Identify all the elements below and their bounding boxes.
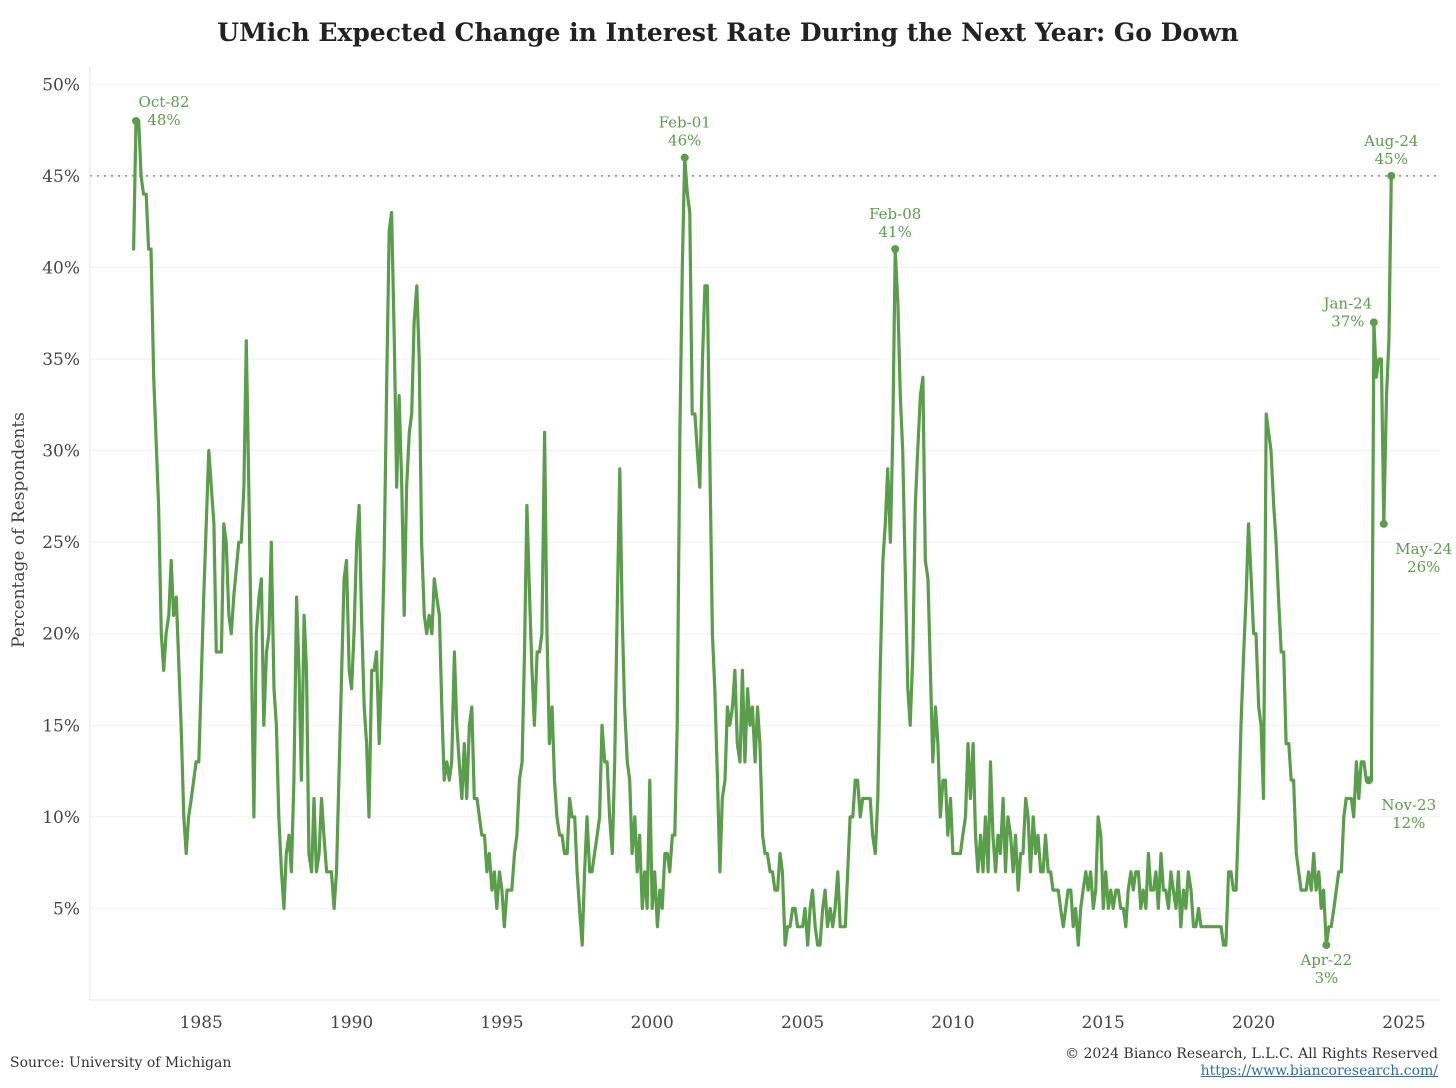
- website-link[interactable]: https://www.biancoresearch.com/: [1200, 1063, 1438, 1079]
- annotation-value: 26%: [1407, 558, 1440, 576]
- annotation-date: May-24: [1395, 540, 1452, 558]
- y-tick-label: 5%: [53, 899, 80, 919]
- series-line: [132, 119, 1393, 947]
- annotation-point: [1387, 171, 1396, 180]
- y-tick-label: 50%: [42, 75, 80, 95]
- annotation-value: 3%: [1314, 969, 1338, 987]
- annotation-point: [1364, 776, 1373, 785]
- annotation-point: [132, 116, 141, 125]
- y-tick-label: 35%: [42, 350, 80, 370]
- data-series: [132, 119, 1393, 947]
- copyright-note: © 2024 Bianco Research, L.L.C. All Right…: [1065, 1046, 1438, 1062]
- annotation-date: Aug-24: [1363, 132, 1418, 150]
- annotation-point: [1369, 318, 1378, 327]
- annotation-date: Jan-24: [1321, 294, 1372, 312]
- x-tick-label: 2000: [631, 1013, 674, 1033]
- annotation-date: Oct-82: [139, 93, 190, 111]
- annotation-value: 48%: [147, 111, 180, 129]
- x-tick-label: 2020: [1232, 1013, 1275, 1033]
- chart-title: UMich Expected Change in Interest Rate D…: [217, 18, 1239, 47]
- annotation-point: [1379, 519, 1388, 528]
- x-tick-label: 1985: [180, 1013, 223, 1033]
- annotation-value: 46%: [668, 132, 701, 150]
- source-note: Source: University of Michigan: [10, 1055, 232, 1071]
- grid-lines: [90, 83, 1440, 909]
- axes: 5% 10% 15% 20% 25% 30% 35% 40% 45% 50% 1985 1990 199…: [42, 66, 1440, 1033]
- annotation-value: 41%: [879, 223, 912, 241]
- annotation-value: 37%: [1331, 312, 1364, 330]
- x-tick-label: 2010: [931, 1013, 974, 1033]
- x-tick-label: 2025: [1382, 1013, 1425, 1033]
- annotation-date: Apr-22: [1299, 951, 1352, 969]
- annotation-point: [1322, 941, 1331, 950]
- y-tick-label: 10%: [42, 808, 80, 828]
- annotation-point: [680, 153, 689, 162]
- y-tick-label: 30%: [42, 442, 80, 462]
- x-tick-label: 2005: [781, 1013, 824, 1033]
- annotation-date: Feb-01: [659, 114, 711, 132]
- annotation-point: [891, 245, 900, 254]
- y-tick-label: 15%: [42, 716, 80, 736]
- y-tick-label: 45%: [42, 167, 80, 187]
- x-tick-label: 1995: [480, 1013, 523, 1033]
- y-tick-label: 40%: [42, 258, 80, 278]
- annotation-value: 45%: [1375, 150, 1408, 168]
- annotation-date: Feb-08: [869, 205, 921, 223]
- annotation-value: 12%: [1392, 814, 1425, 832]
- annotation-date: Nov-23: [1381, 796, 1436, 814]
- y-axis-label: Percentage of Respondents: [9, 412, 29, 648]
- y-tick-label: 25%: [42, 533, 80, 553]
- y-tick-label: 20%: [42, 625, 80, 645]
- x-tick-label: 1990: [330, 1013, 373, 1033]
- x-tick-label: 2015: [1082, 1013, 1125, 1033]
